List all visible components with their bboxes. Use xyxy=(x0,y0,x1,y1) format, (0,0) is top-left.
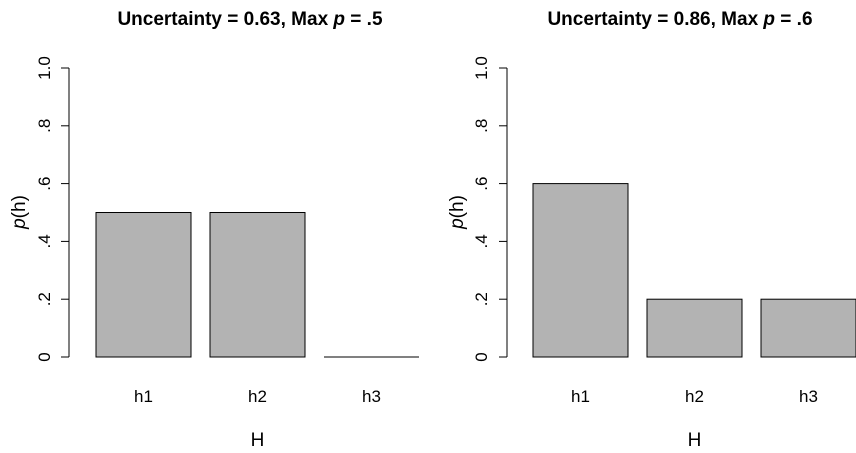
y-axis-label: p(h) xyxy=(447,195,468,230)
chart-title: Uncertainty = 0.63, Max p = .5 xyxy=(117,9,383,30)
bar-h2 xyxy=(209,212,306,358)
chart-title: Uncertainty = 0.86, Max p = .6 xyxy=(547,9,812,30)
chart-panel-left: Uncertainty = 0.63, Max p = .5 0 .2 .4 .6 .8 1… xyxy=(9,9,419,451)
x-axis-label: H xyxy=(688,430,702,451)
x-tick-label: h1 xyxy=(134,387,153,406)
y-tick-label: .8 xyxy=(472,119,491,133)
bar-h1 xyxy=(95,212,192,358)
y-tick-label: 0 xyxy=(35,352,54,361)
y-tick-label: .8 xyxy=(35,119,54,133)
y-axis-label: p(h) xyxy=(9,195,30,230)
x-tick-label: h2 xyxy=(685,387,704,406)
y-tick-label: .2 xyxy=(472,292,491,306)
bar-h2 xyxy=(646,298,743,358)
y-tick-label: .4 xyxy=(472,234,491,248)
y-tick-label: .4 xyxy=(35,234,54,248)
x-tick-label: h2 xyxy=(248,387,267,406)
bar-h1 xyxy=(532,183,629,358)
bar-h3 xyxy=(760,298,856,358)
chart-panel-right: Uncertainty = 0.86, Max p = .6 0 .2 .4 .6 .8 1… xyxy=(447,9,856,451)
y-tick-label: .6 xyxy=(35,177,54,191)
x-tick-label: h1 xyxy=(571,387,590,406)
x-tick-label: h3 xyxy=(362,387,381,406)
y-tick-label: 0 xyxy=(472,352,491,361)
y-tick-label: .2 xyxy=(35,292,54,306)
y-tick-label: 1.0 xyxy=(35,56,54,80)
x-axis-label: H xyxy=(251,430,265,451)
y-tick-label: .6 xyxy=(472,177,491,191)
y-tick-label: 1.0 xyxy=(472,56,491,80)
x-tick-label: h3 xyxy=(799,387,818,406)
